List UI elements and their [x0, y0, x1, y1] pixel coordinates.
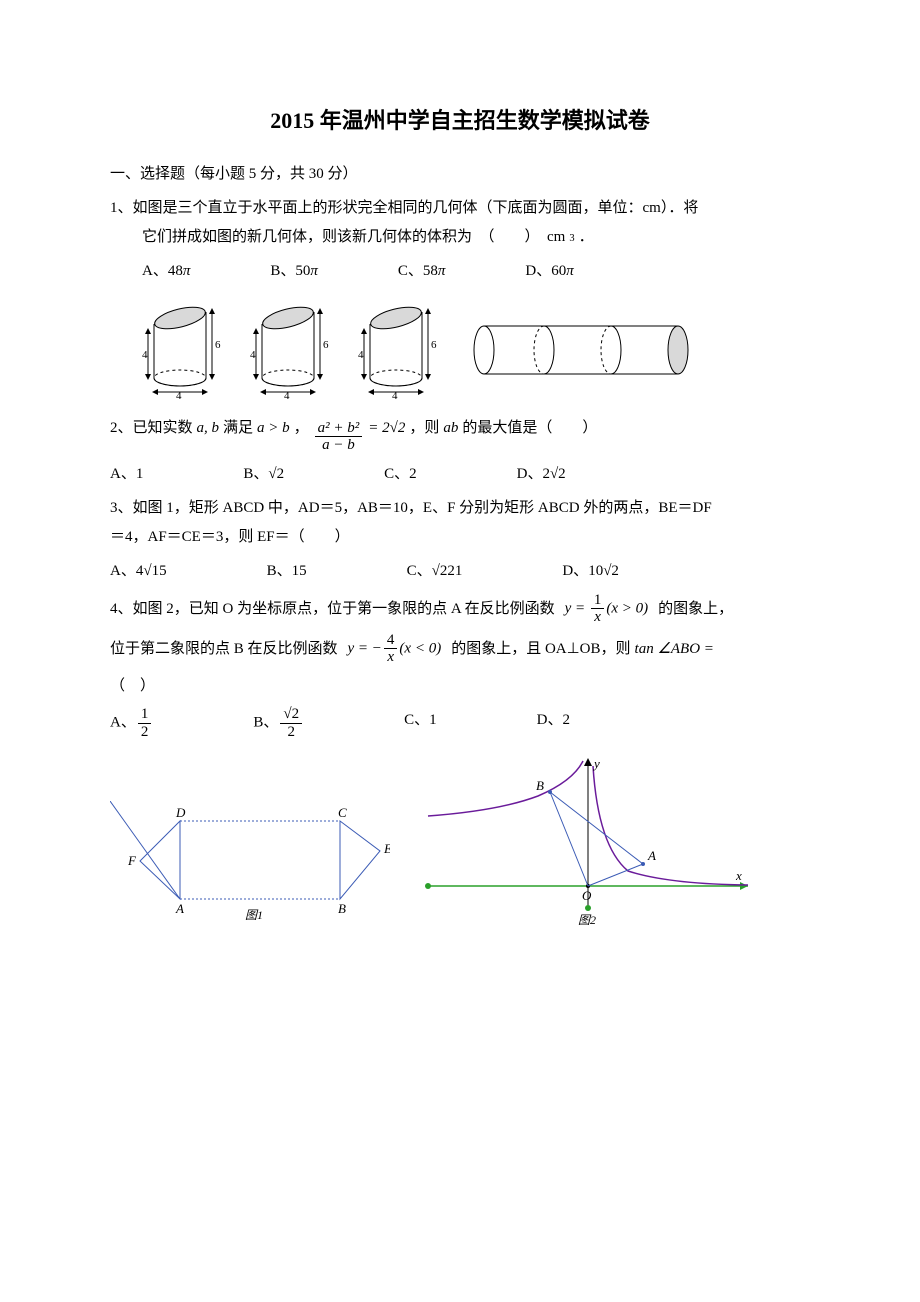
q1-opt-D: D、60π — [525, 257, 573, 286]
q4-fn1: y = 1x(x > 0) — [565, 592, 649, 626]
figure-1-wrap: D C A B F E 图1 — [110, 801, 390, 942]
q2-mid2: ，则 — [409, 414, 439, 443]
svg-text:x: x — [735, 868, 742, 883]
q3-line1: 3、如图 1，矩形 ABCD 中，AD＝5，AB＝10，E、F 分别为矩形 AB… — [110, 494, 810, 523]
svg-text:6: 6 — [215, 339, 221, 351]
q3-opt-C: C、√221 — [407, 557, 463, 586]
q1-solid-3: 4 6 4 — [358, 300, 448, 400]
svg-text:4: 4 — [284, 390, 290, 400]
q1-options: A、48π B、50π C、58π D、60π — [142, 257, 810, 286]
q2-opt-A: A、1 — [110, 460, 143, 489]
q1-solid-1: 4 6 4 — [142, 300, 232, 400]
svg-text:A: A — [175, 901, 184, 916]
section-1-heading: 一、选择题（每小题 5 分，共 30 分） — [110, 160, 810, 189]
svg-text:D: D — [175, 805, 186, 820]
page-title: 2015 年温州中学自主招生数学模拟试卷 — [110, 100, 810, 142]
svg-text:F: F — [127, 853, 137, 868]
q1-opt-C: C、58π — [398, 257, 446, 286]
svg-text:6: 6 — [431, 339, 437, 351]
svg-text:4: 4 — [176, 390, 182, 400]
question-3: 3、如图 1，矩形 ABCD 中，AD＝5，AB＝10，E、F 分别为矩形 AB… — [110, 494, 810, 551]
q2-eq: = 2√2 — [368, 414, 405, 443]
figure-2-wrap: O A B x y 图2 — [418, 756, 758, 942]
q1-combined-solid — [466, 315, 696, 385]
svg-text:E: E — [383, 841, 390, 856]
svg-text:C: C — [338, 805, 347, 820]
q1-opt-B: B、50π — [270, 257, 318, 286]
q3-opt-A: A、4√15 — [110, 557, 167, 586]
figure-2: O A B x y 图2 — [418, 756, 758, 931]
svg-text:图1: 图1 — [245, 908, 263, 922]
question-4-line1: 4、如图 2，已知 O 为坐标原点，位于第一象限的点 A 在反比例函数 y = … — [110, 592, 810, 626]
q2-opt-B: B、√2 — [243, 460, 284, 489]
q2-ab2: ab — [443, 414, 458, 443]
q1-stem-line2-wrap: 它们拼成如图的新几何体，则该新几何体的体积为 （ ） cm3． — [110, 223, 810, 252]
svg-text:y: y — [592, 756, 600, 771]
question-1: 1、如图是三个直立于水平面上的形状完全相同的几何体（下底面为圆面，单位：cm）．… — [110, 194, 810, 400]
q2-prefix: 2、已知实数 — [110, 414, 193, 443]
q3-opt-B: B、15 — [267, 557, 307, 586]
q1-opt-A: A、48π — [142, 257, 190, 286]
figure-1: D C A B F E 图1 — [110, 801, 390, 931]
q2-tail: 的最大值是（ ） — [462, 414, 597, 443]
q2-opt-D: D、2√2 — [517, 460, 566, 489]
q2-cond1: a > b — [257, 414, 290, 443]
q1-stem-line2: 它们拼成如图的新几何体，则该新几何体的体积为 （ ） cm — [142, 223, 565, 252]
q4-line2b: 的图象上，且 OA⊥OB，则 — [451, 635, 630, 664]
question-4-line2: 位于第二象限的点 B 在反比例函数 y = −4x(x < 0) 的图象上，且 … — [110, 632, 810, 666]
diagrams-row: D C A B F E 图1 — [110, 756, 810, 942]
exam-page: 2015 年温州中学自主招生数学模拟试卷 一、选择题（每小题 5 分，共 30 … — [0, 0, 920, 1302]
q4-opt-A: A、12 — [110, 706, 153, 740]
q2-options: A、1 B、√2 C、2 D、2√2 — [110, 460, 810, 489]
q4-opt-D: D、2 — [537, 706, 570, 740]
svg-text:6: 6 — [323, 339, 329, 351]
svg-text:4: 4 — [358, 349, 364, 361]
q4-line2a: 位于第二象限的点 B 在反比例函数 — [110, 635, 338, 664]
q4-tan: tan ∠ABO = — [635, 635, 714, 664]
q4-options: A、12 B、√22 C、1 D、2 — [110, 706, 810, 740]
q1-solid-2: 4 6 4 — [250, 300, 340, 400]
q2-mid1: 满足 — [223, 414, 253, 443]
q1-figures: 4 6 4 4 — [142, 300, 810, 400]
svg-text:B: B — [536, 778, 544, 793]
q3-line2: ＝4，AF＝CE＝3，则 EF＝（ ） — [110, 523, 810, 552]
q3-opt-D: D、10√2 — [562, 557, 619, 586]
q1-unit-sup: 3 — [569, 229, 574, 249]
q4-line1b: 的图象上， — [658, 595, 733, 624]
q3-options: A、4√15 B、15 C、√221 D、10√2 — [110, 557, 810, 586]
q1-stem-line1: 1、如图是三个直立于水平面上的形状完全相同的几何体（下底面为圆面，单位：cm）．… — [110, 194, 810, 223]
q2-comma: ， — [294, 414, 309, 443]
q4-opt-C: C、1 — [404, 706, 437, 740]
q4-line3: （ ） — [110, 672, 810, 701]
q2-opt-C: C、2 — [384, 460, 417, 489]
svg-text:图2: 图2 — [578, 913, 596, 927]
q4-fn2: y = −4x(x < 0) — [348, 632, 442, 666]
q1-unit-tail: ． — [579, 223, 594, 252]
q4-line1a: 4、如图 2，已知 O 为坐标原点，位于第一象限的点 A 在反比例函数 — [110, 595, 555, 624]
svg-text:A: A — [647, 848, 656, 863]
question-2-stem: 2、已知实数 a, b 满足 a > b ， a² + b² a − b = 2… — [110, 414, 810, 454]
svg-text:4: 4 — [250, 349, 256, 361]
svg-text:B: B — [338, 901, 346, 916]
svg-text:4: 4 — [392, 390, 398, 400]
svg-text:O: O — [582, 888, 592, 903]
svg-text:4: 4 — [142, 349, 148, 361]
q2-ab: a, b — [197, 414, 220, 443]
q4-opt-B: B、√22 — [253, 706, 304, 740]
q2-fraction: a² + b² a − b — [315, 420, 363, 454]
